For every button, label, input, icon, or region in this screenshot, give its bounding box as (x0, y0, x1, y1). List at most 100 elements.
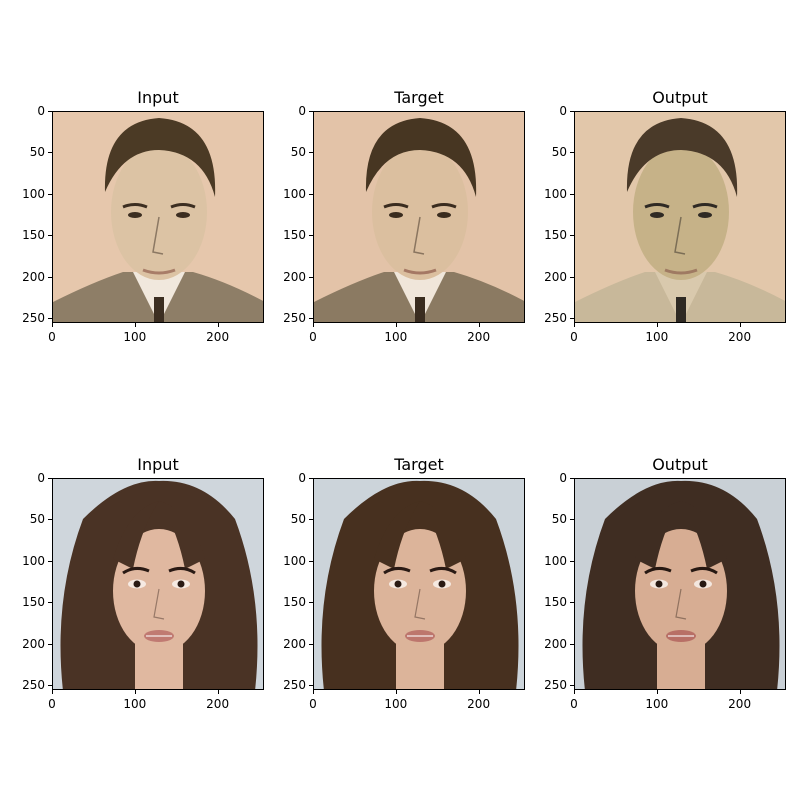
y-tick-label: 100 (544, 186, 567, 201)
portrait-svg (314, 479, 524, 689)
y-tick-mark (570, 193, 574, 195)
y-tick-label: 50 (290, 145, 306, 160)
x-tick-mark (217, 690, 219, 694)
y-tick-label: 200 (283, 269, 306, 284)
x-tick-mark (52, 323, 53, 327)
y-tick-label: 150 (22, 228, 45, 243)
portrait-svg (53, 112, 263, 322)
x-tick-label: 100 (384, 697, 408, 711)
x-tick-mark (478, 690, 480, 694)
y-tick-mark (570, 318, 574, 320)
face-image (52, 111, 264, 323)
y-tick-label: 150 (283, 595, 306, 610)
panel-title: Target (394, 455, 444, 474)
x-tick-mark (134, 690, 136, 694)
x-tick-mark (395, 690, 397, 694)
y-tick-label: 200 (283, 636, 306, 651)
x-tick-label: 100 (645, 697, 669, 711)
x-tick-label: 200 (728, 697, 752, 711)
y-tick-mark (48, 478, 52, 479)
x-tick-mark (656, 690, 658, 694)
x-tick-mark (217, 323, 219, 327)
y-tick-mark (48, 519, 52, 521)
y-tick-label: 150 (544, 595, 567, 610)
y-tick-mark (309, 519, 313, 521)
y-tick-label: 200 (22, 636, 45, 651)
y-tick-mark (570, 519, 574, 521)
y-tick-label: 100 (283, 186, 306, 201)
y-tick-label: 250 (22, 311, 45, 326)
x-tick-label: 0 (570, 697, 578, 711)
y-tick-label: 250 (22, 678, 45, 693)
y-tick-mark (570, 235, 574, 237)
x-tick-mark (574, 690, 575, 694)
x-tick-mark (478, 323, 480, 327)
panel-input: 0 50 100 150 200 250 0 100 200 (22, 471, 264, 711)
x-tick-mark (739, 323, 741, 327)
face-image (574, 111, 786, 323)
y-tick-mark (570, 111, 574, 112)
y-tick-label: 150 (544, 228, 567, 243)
y-tick-mark (48, 318, 52, 320)
y-tick-mark (309, 685, 313, 687)
x-tick-label: 100 (645, 330, 669, 344)
x-tick-label: 200 (467, 330, 491, 344)
y-tick-label: 250 (283, 678, 306, 693)
panel-title: Output (652, 88, 708, 107)
y-tick-label: 250 (544, 311, 567, 326)
y-tick-label: 100 (22, 553, 45, 568)
y-tick-mark (309, 560, 313, 562)
x-tick-label: 200 (467, 697, 491, 711)
y-tick-mark (48, 235, 52, 237)
y-tick-label: 50 (29, 512, 45, 527)
x-tick-label: 0 (570, 330, 578, 344)
y-tick-mark (309, 276, 313, 278)
y-tick-label: 100 (22, 186, 45, 201)
face-image (313, 111, 525, 323)
y-tick-label: 0 (559, 104, 567, 118)
face-image (313, 478, 525, 690)
y-tick-label: 250 (544, 678, 567, 693)
panel-target: 0 50 100 150 200 250 0 100 200 (283, 104, 525, 344)
x-tick-mark (313, 323, 314, 327)
y-tick-mark (570, 276, 574, 278)
x-tick-label: 0 (309, 330, 317, 344)
x-tick-mark (574, 323, 575, 327)
y-tick-label: 0 (559, 471, 567, 485)
y-tick-label: 0 (298, 104, 306, 118)
y-tick-mark (309, 152, 313, 154)
face-image (574, 478, 786, 690)
y-tick-label: 150 (22, 595, 45, 610)
y-tick-mark (48, 643, 52, 645)
panel-title: Output (652, 455, 708, 474)
portrait-svg (575, 479, 785, 689)
x-tick-mark (395, 323, 397, 327)
y-tick-mark (309, 478, 313, 479)
y-tick-mark (570, 478, 574, 479)
portrait-svg (314, 112, 524, 322)
x-tick-mark (52, 690, 53, 694)
x-tick-label: 0 (48, 697, 56, 711)
x-tick-label: 200 (206, 330, 230, 344)
y-tick-label: 150 (283, 228, 306, 243)
y-tick-label: 200 (22, 269, 45, 284)
y-tick-mark (309, 235, 313, 237)
panel-output: 0 50 100 150 200 250 0 100 200 (544, 471, 786, 711)
x-tick-label: 100 (384, 330, 408, 344)
y-tick-mark (309, 111, 313, 112)
y-tick-mark (48, 685, 52, 687)
y-tick-label: 50 (290, 512, 306, 527)
x-tick-label: 200 (206, 697, 230, 711)
y-tick-mark (309, 643, 313, 645)
y-tick-label: 200 (544, 269, 567, 284)
y-tick-mark (48, 152, 52, 154)
panel-output: 0 50 100 150 200 250 0 100 200 (544, 104, 786, 344)
x-tick-label: 0 (309, 697, 317, 711)
portrait-svg (53, 479, 263, 689)
panel-target: 0 50 100 150 200 250 0 100 200 (283, 471, 525, 711)
y-tick-label: 0 (37, 471, 45, 485)
x-tick-mark (739, 690, 741, 694)
portrait-svg (575, 112, 785, 322)
y-tick-mark (570, 560, 574, 562)
y-tick-mark (309, 318, 313, 320)
